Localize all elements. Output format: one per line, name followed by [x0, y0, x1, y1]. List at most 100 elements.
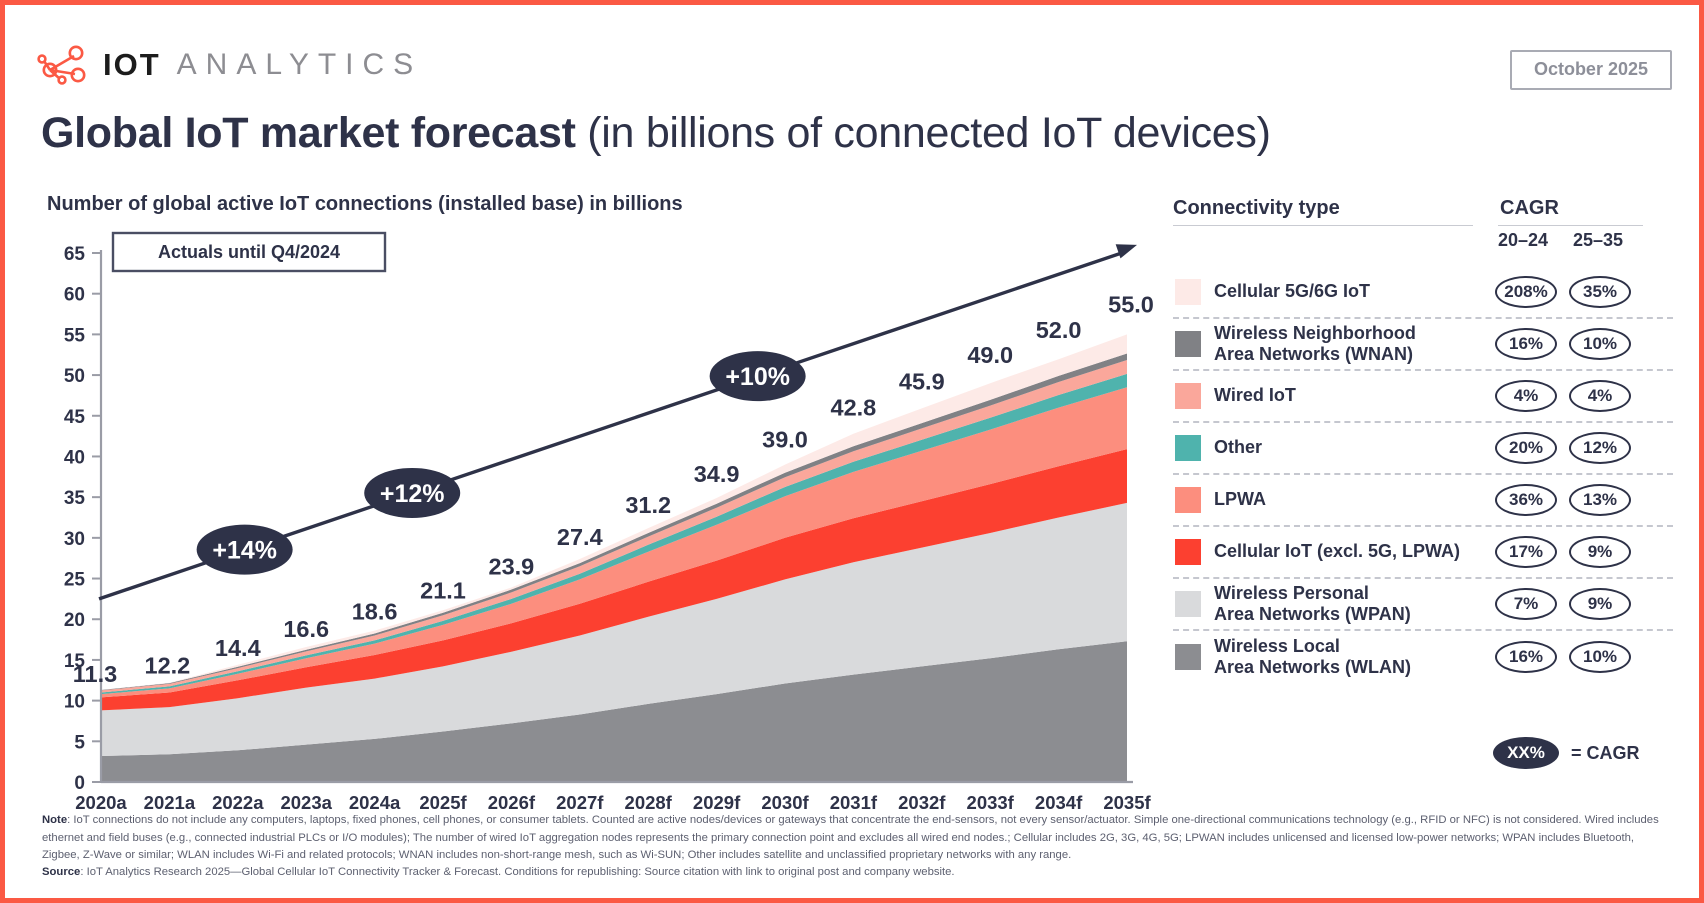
cagr-callout-label: +12%	[380, 480, 445, 508]
x-axis-tick-label: 2025f	[419, 792, 467, 813]
y-axis-tick-label: 15	[64, 651, 86, 672]
x-axis-tick-label: 2028f	[625, 792, 673, 813]
cagr-value-2035: 4%	[1569, 380, 1631, 412]
data-point-label: 11.3	[73, 661, 117, 687]
data-point-label: 23.9	[489, 553, 535, 579]
legend-color-swatch	[1175, 487, 1201, 513]
y-axis-tick-label: 45	[64, 407, 86, 428]
legend-row[interactable]: Wireless Personal Area Networks (WPAN) 7% 9…	[1173, 579, 1673, 631]
data-point-label: 49.0	[967, 342, 1013, 368]
footnote-note: Note: IoT connections do not include any…	[42, 812, 1672, 863]
legend-title: Connectivity type	[1173, 197, 1340, 219]
cagr-callout: +14%	[196, 524, 293, 575]
legend-row[interactable]: Cellular 5G/6G IoT 208% 35%	[1173, 267, 1673, 319]
footnote-source-label: Source	[42, 865, 81, 878]
legend-color-swatch	[1175, 539, 1201, 565]
legend-row[interactable]: Cellular IoT (excl. 5G, LPWA) 17% 9%	[1173, 527, 1673, 579]
chart-actuals-note: Actuals until Q4/2024	[111, 231, 387, 273]
footnote-source: Source: IoT Analytics Research 2025—Glob…	[42, 864, 1672, 881]
chart-cagr-callouts: +14% +12% +10%	[196, 351, 806, 575]
iot-network-icon	[37, 45, 86, 85]
x-axis-tick-label: 2022a	[212, 792, 264, 813]
legend-title-rule	[1173, 225, 1473, 226]
x-axis-tick-label: 2031f	[830, 792, 878, 813]
legend-color-swatch	[1175, 435, 1201, 461]
data-point-label: 21.1	[420, 577, 466, 603]
legend-row-label: Other	[1214, 437, 1263, 458]
chart-data-labels: 11.3 12.2 14.4 16.6 18.6 21.1 23.9 27.4 31.2 34.9…	[73, 291, 1154, 687]
footnote-note-label: Note	[42, 814, 68, 827]
cagr-value-2035: 12%	[1569, 432, 1631, 464]
stacked-area-chart: 0 5 10 15 20 25 30 35 40 45 50 55 60 65 2020a 2021a 2022…	[64, 231, 1154, 813]
actuals-note-label: Actuals until Q4/2024	[158, 242, 340, 262]
legend-row-list: Cellular 5G/6G IoT 208% 35% Wireless Neighb…	[1173, 267, 1673, 683]
cagr-column-a-header: 20–24	[1498, 230, 1549, 250]
legend-row-label: Wireless Personal Area Networks (WPAN)	[1214, 582, 1411, 624]
data-point-label: 45.9	[899, 368, 945, 394]
chart-area-layers	[101, 334, 1127, 782]
y-axis-tick-label: 35	[64, 488, 86, 509]
legend-row-label: Wireless Local Area Networks (WLAN)	[1214, 635, 1412, 677]
header: IOT ANALYTICS October 2025	[5, 5, 1699, 105]
cagr-value-2035: 9%	[1569, 536, 1631, 568]
x-axis-tick-label: 2034f	[1035, 792, 1083, 813]
page-title: Global IoT market forecast (in billions …	[41, 109, 1271, 158]
legend-row[interactable]: Other 20% 12%	[1173, 423, 1673, 475]
legend-color-swatch	[1175, 383, 1201, 409]
cagr-callout-label: +10%	[725, 363, 790, 391]
legend-row-label: Wired IoT	[1214, 385, 1296, 406]
x-axis-tick-label: 2027f	[556, 792, 604, 813]
data-point-label: 12.2	[145, 653, 191, 679]
legend-row-label: Wireless Neighborhood Area Networks (WNAN…	[1214, 322, 1416, 364]
cagr-column-b-header: 25–35	[1573, 230, 1624, 250]
cagr-value-2024: 16%	[1495, 641, 1557, 673]
legend-panel: Connectivity type CAGR 20–24 25–35 Cellu…	[1173, 197, 1673, 769]
legend-row-label: LPWA	[1214, 489, 1266, 510]
cagr-key-pill: XX%	[1493, 737, 1559, 769]
cagr-value-2024: 36%	[1495, 484, 1557, 516]
legend-color-swatch	[1175, 279, 1201, 305]
legend-color-swatch	[1175, 331, 1201, 357]
y-axis-tick-label: 10	[64, 692, 85, 713]
x-axis-tick-label: 2030f	[761, 792, 809, 813]
cagr-value-2024: 208%	[1495, 276, 1557, 308]
data-point-label: 39.0	[762, 427, 808, 453]
data-point-label: 34.9	[694, 461, 740, 487]
footnote-note-text: : IoT connections do not include any com…	[42, 814, 1659, 861]
y-axis-tick-label: 55	[64, 325, 86, 346]
data-point-label: 52.0	[1036, 317, 1082, 343]
cagr-value-2024: 4%	[1495, 380, 1557, 412]
data-point-label: 14.4	[215, 635, 261, 661]
cagr-value-2035: 35%	[1569, 276, 1631, 308]
cagr-value-2024: 7%	[1495, 588, 1557, 620]
data-point-label: 31.2	[625, 492, 671, 518]
legend-row[interactable]: Wired IoT 4% 4%	[1173, 371, 1673, 423]
legend-row[interactable]: Wireless Local Area Networks (WLAN) 16% 10%	[1173, 631, 1673, 683]
data-point-label: 27.4	[557, 524, 603, 550]
x-axis-tick-label: 2024a	[349, 792, 401, 813]
legend-row[interactable]: LPWA 36% 13%	[1173, 475, 1673, 527]
data-point-label: 55.0	[1108, 291, 1154, 317]
cagr-value-2024: 16%	[1495, 328, 1557, 360]
cagr-value-2024: 20%	[1495, 432, 1557, 464]
x-axis-tick-label: 2020a	[75, 792, 127, 813]
cagr-value-2024: 17%	[1495, 536, 1557, 568]
legend-row[interactable]: Wireless Neighborhood Area Networks (WNAN…	[1173, 319, 1673, 371]
x-axis-tick-label: 2026f	[488, 792, 536, 813]
area-series	[101, 502, 1127, 756]
footnote: Note: IoT connections do not include any…	[42, 812, 1672, 881]
cagr-title: CAGR	[1500, 197, 1559, 219]
legend-color-swatch	[1175, 644, 1201, 670]
y-axis-tick-label: 30	[64, 529, 85, 550]
x-axis-tick-label: 2029f	[693, 792, 741, 813]
cagr-callout-label: +14%	[212, 537, 277, 565]
x-axis-tick-label: 2033f	[967, 792, 1015, 813]
area-series	[101, 641, 1127, 782]
y-axis-tick-label: 60	[64, 285, 85, 306]
x-axis-tick-label: 2035f	[1103, 792, 1151, 813]
cagr-callout: +12%	[364, 467, 461, 518]
data-point-label: 42.8	[831, 395, 877, 421]
brand-logo: IOT ANALYTICS	[31, 43, 422, 87]
legend-row-label: Cellular IoT (excl. 5G, LPWA)	[1214, 541, 1461, 562]
